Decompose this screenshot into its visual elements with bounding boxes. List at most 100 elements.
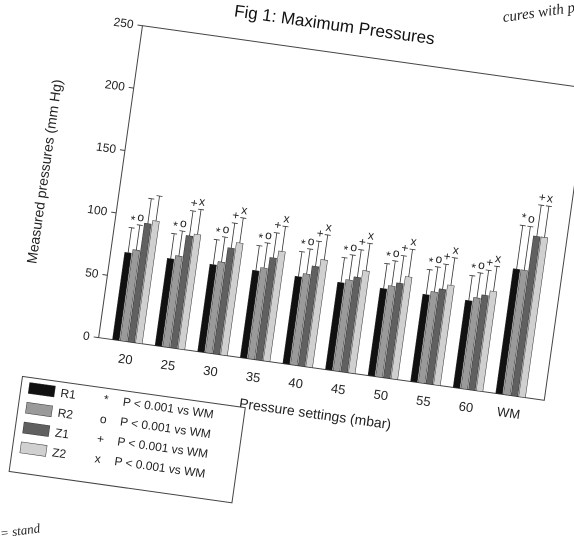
error-cap (307, 248, 314, 250)
error-cap (400, 255, 407, 257)
significance-marker: o (527, 211, 536, 226)
legend-swatch (22, 421, 51, 437)
error-cap (451, 257, 458, 259)
error-bar (391, 260, 396, 287)
error-bar (212, 239, 218, 265)
error-cap (298, 250, 305, 253)
significance-marker: * (129, 213, 136, 228)
significance-marker: + (485, 255, 494, 270)
error-bar (323, 234, 329, 260)
error-cap (434, 266, 441, 268)
error-bar (155, 195, 160, 222)
significance-marker: + (443, 249, 452, 264)
error-cap (128, 226, 135, 229)
x-tick-label: 50 (373, 387, 389, 404)
significance-marker: * (257, 231, 264, 246)
significance-marker: o (477, 258, 486, 273)
significance-marker: + (400, 240, 409, 255)
error-bar (298, 251, 303, 277)
error-bar (197, 209, 202, 235)
x-tick-label: 25 (160, 357, 176, 374)
y-axis-label: Measured pressures (mm Hg) (23, 78, 65, 264)
significance-marker: * (385, 248, 392, 263)
error-bar (476, 272, 481, 298)
error-cap (349, 254, 356, 256)
error-cap (198, 208, 205, 211)
y-tick-label: 200 (104, 77, 126, 94)
error-bar (433, 266, 439, 292)
error-bar (442, 264, 447, 290)
error-cap (148, 197, 155, 200)
legend-symbol: * (103, 392, 110, 407)
error-bar (523, 226, 531, 271)
error-cap (256, 244, 263, 247)
error-bar (348, 254, 354, 281)
error-cap (469, 274, 476, 277)
y-tick (119, 149, 126, 151)
error-cap (477, 272, 484, 274)
significance-marker: * (342, 242, 349, 257)
significance-marker: + (316, 226, 325, 241)
legend-symbol: x (94, 451, 102, 466)
significance-marker: * (428, 254, 435, 269)
y-tick (137, 24, 143, 27)
plot-frame (98, 25, 574, 401)
error-bar (450, 257, 456, 286)
x-tick-label: 55 (415, 393, 431, 410)
error-bar (493, 266, 498, 292)
error-bar (178, 231, 183, 257)
legend-box (8, 375, 246, 504)
error-bar (340, 257, 345, 283)
significance-marker: o (179, 216, 188, 231)
x-tick-label: 20 (117, 351, 133, 368)
error-bar (408, 249, 413, 277)
error-bar (306, 248, 311, 275)
error-cap (426, 268, 433, 271)
legend-series-label: Z1 (54, 426, 70, 442)
significance-marker: x (452, 243, 460, 258)
significance-marker: o (222, 222, 231, 237)
significance-marker: x (198, 194, 206, 209)
error-bar (425, 269, 431, 295)
legend-symbol: + (96, 431, 105, 446)
error-cap (443, 263, 450, 266)
error-cap (324, 234, 331, 236)
significance-marker: o (435, 252, 444, 267)
error-bar (147, 198, 152, 224)
error-cap (240, 217, 247, 219)
error-bar (189, 210, 194, 236)
error-bar (544, 206, 550, 238)
significance-marker: o (137, 210, 146, 225)
error-bar (399, 255, 405, 284)
significance-marker: o (350, 240, 359, 255)
error-bar (536, 205, 542, 237)
significance-marker: + (358, 235, 367, 250)
error-cap (341, 256, 348, 259)
error-bar (356, 249, 362, 278)
error-cap (190, 210, 197, 212)
error-cap (213, 238, 220, 241)
error-cap (264, 242, 271, 244)
bar (290, 273, 311, 366)
significance-marker: + (538, 190, 547, 205)
significance-marker: * (470, 260, 477, 275)
error-cap (493, 265, 501, 268)
x-tick-label: WM (496, 404, 521, 422)
significance-marker: + (190, 196, 199, 211)
significance-marker: x (546, 191, 554, 206)
error-bar (255, 245, 260, 271)
error-cap (221, 236, 228, 238)
y-tick (102, 274, 108, 276)
legend-swatch (19, 441, 48, 457)
error-cap (366, 242, 373, 245)
bar (510, 235, 541, 397)
significance-marker: * (300, 237, 307, 252)
chart-title: Fig 1: Maximum Pressures (233, 1, 436, 48)
significance-marker: + (231, 208, 240, 223)
significance-marker: x (494, 251, 502, 266)
x-axis-label: Pressure settings (mbar) (238, 395, 392, 432)
error-bar (383, 263, 388, 289)
x-tick-label: 35 (245, 369, 261, 386)
y-tick (111, 211, 117, 214)
